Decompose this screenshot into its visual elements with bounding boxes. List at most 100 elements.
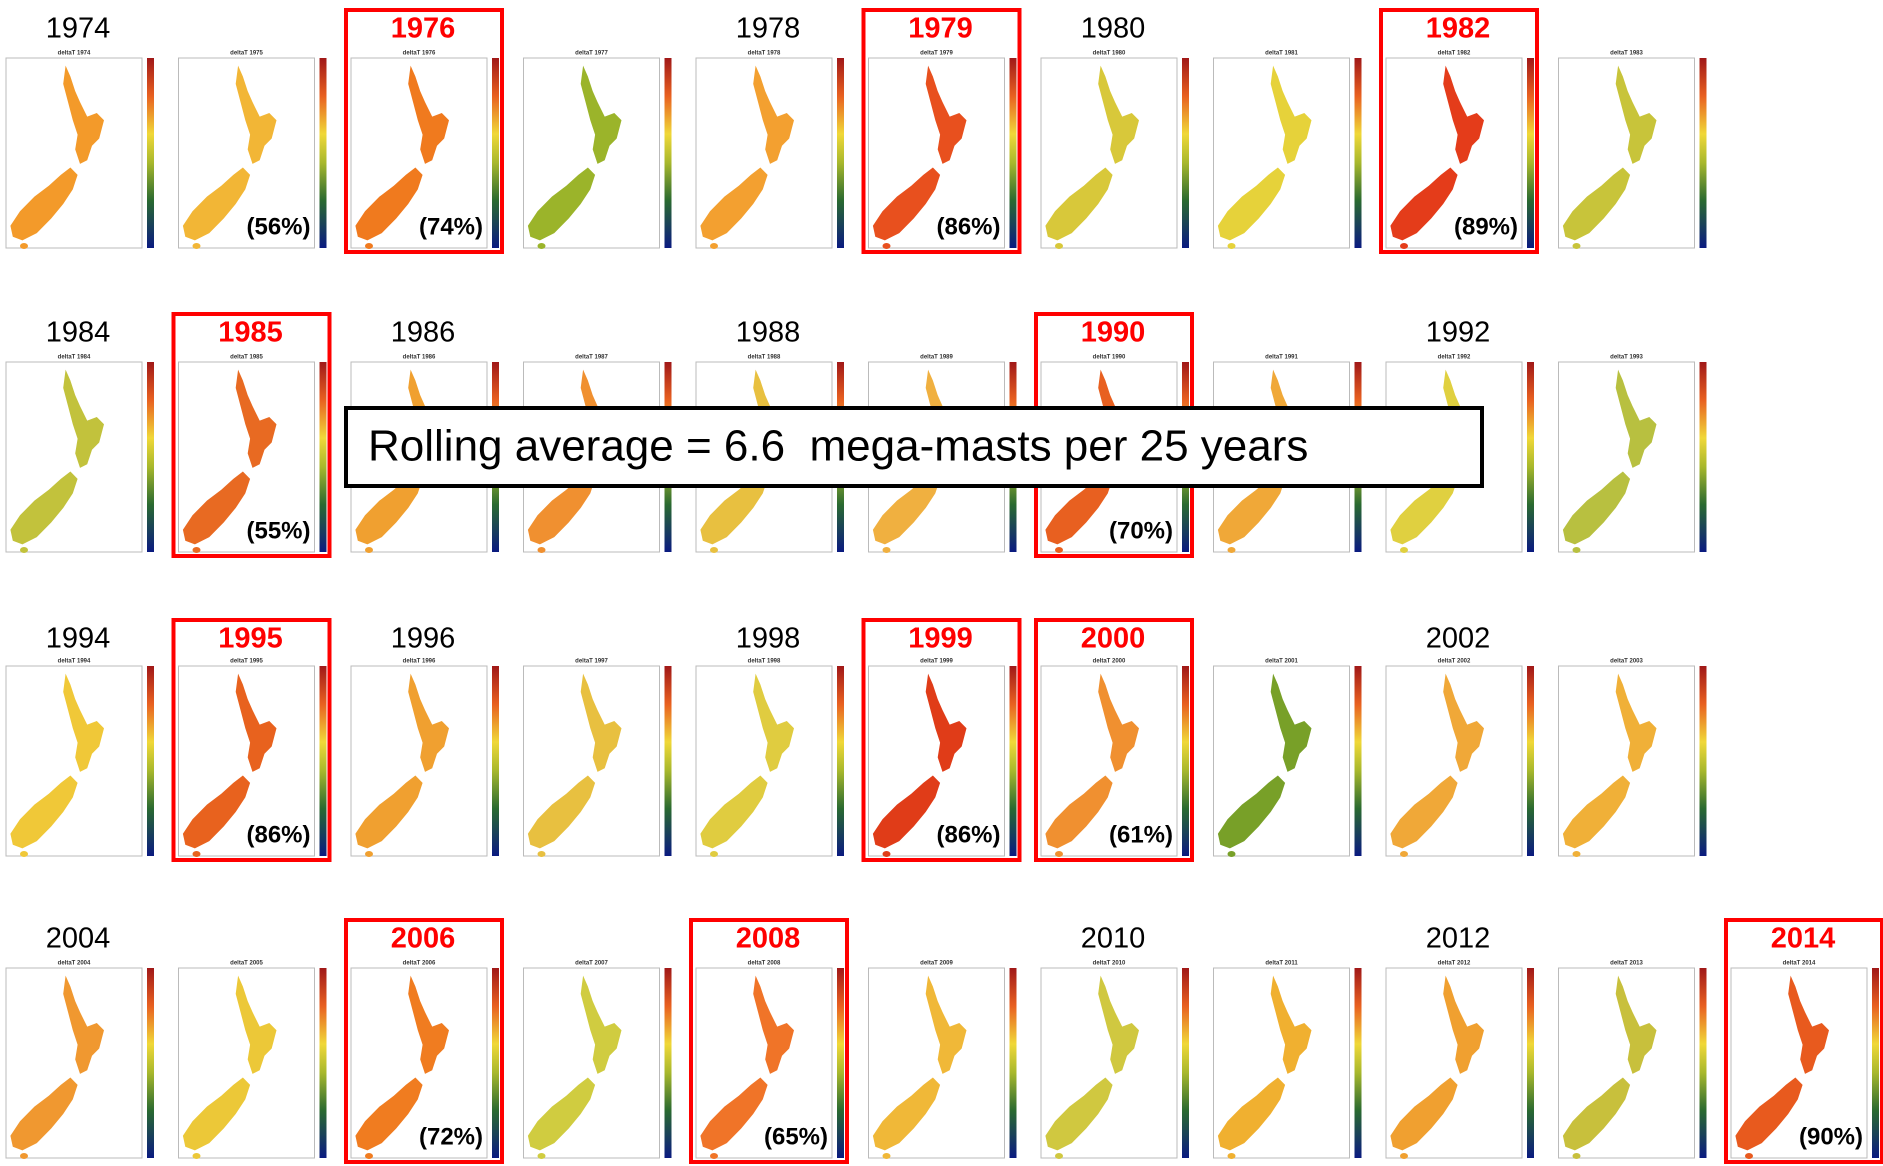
colorbar — [1527, 362, 1534, 552]
year-label: 1985 — [218, 317, 283, 349]
colorbar — [320, 58, 327, 248]
map-panel: deltaT 2001 — [1214, 659, 1362, 857]
map-panel: deltaT 1981 — [1214, 51, 1362, 249]
percent-label: (61%) — [1109, 821, 1173, 848]
map-panel: deltaT 2013 — [1559, 961, 1707, 1159]
colorbar — [147, 968, 154, 1158]
colorbar — [665, 58, 672, 248]
colorbar — [665, 968, 672, 1158]
map-island — [1228, 1153, 1236, 1159]
map-island — [20, 851, 28, 857]
map-panel: deltaT 1997 — [524, 659, 672, 857]
map-subtitle: deltaT 1999 — [920, 659, 953, 665]
year-label: 2004 — [46, 923, 111, 955]
year-label: 1999 — [908, 623, 973, 655]
map-subtitle: deltaT 1981 — [1265, 51, 1298, 57]
map-subtitle: deltaT 1975 — [230, 51, 263, 57]
colorbar — [147, 362, 154, 552]
map-subtitle: deltaT 2010 — [1093, 961, 1126, 967]
colorbar — [837, 968, 844, 1158]
percent-label: (55%) — [246, 517, 310, 544]
map-island — [1400, 1153, 1408, 1159]
colorbar — [1872, 968, 1879, 1158]
map-island — [538, 1153, 546, 1159]
map-subtitle: deltaT 2008 — [748, 961, 781, 967]
year-label: 2002 — [1426, 623, 1491, 655]
colorbar — [1355, 666, 1362, 856]
map-island — [20, 243, 28, 249]
colorbar — [1527, 58, 1534, 248]
map-subtitle: deltaT 1978 — [748, 51, 781, 57]
year-label: 1979 — [908, 13, 973, 45]
colorbar — [1355, 968, 1362, 1158]
map-island — [1228, 243, 1236, 249]
map-subtitle: deltaT 1984 — [58, 355, 91, 361]
map-panel: deltaT 19951995(86%) — [174, 620, 330, 860]
map-panel: deltaT 2008 2008 (65%) — [691, 920, 847, 1162]
map-subtitle: deltaT 1977 — [575, 51, 608, 57]
map-panel: deltaT 19791979(86%) — [864, 10, 1020, 252]
percent-label: (86%) — [246, 821, 310, 848]
percent-label: (90%) — [1799, 1123, 1863, 1150]
year-label: 1996 — [391, 623, 456, 655]
year-label: 1994 — [46, 623, 111, 655]
year-label: 1992 — [1426, 317, 1491, 349]
colorbar — [492, 58, 499, 248]
map-island — [1400, 243, 1408, 249]
map-island — [883, 1153, 891, 1159]
colorbar — [1700, 666, 1707, 856]
year-label: 2010 — [1081, 923, 1146, 955]
colorbar — [1182, 968, 1189, 1158]
colorbar — [837, 58, 844, 248]
map-subtitle: deltaT 1980 — [1093, 51, 1126, 57]
year-label: 2008 — [736, 923, 801, 955]
map-panel: deltaT 1978 1978 — [696, 13, 844, 249]
map-panel: deltaT 20002000(61%) — [1036, 620, 1192, 860]
map-subtitle: deltaT 2013 — [1610, 961, 1643, 967]
map-island — [365, 547, 373, 553]
map-panel: deltaT 19981998 — [696, 623, 844, 857]
percent-label: (74%) — [419, 213, 483, 240]
map-island — [1745, 1153, 1753, 1159]
percent-label: (70%) — [1109, 517, 1173, 544]
map-panel: deltaT 1977 — [524, 51, 672, 249]
percent-label: (72%) — [419, 1123, 483, 1150]
map-subtitle: deltaT 1996 — [403, 659, 436, 665]
map-subtitle: deltaT 1989 — [920, 355, 953, 361]
colorbar — [1182, 58, 1189, 248]
map-subtitle: deltaT 2001 — [1265, 659, 1298, 665]
map-panel: deltaT 20042004 — [6, 923, 154, 1159]
colorbar — [320, 362, 327, 552]
map-panel: deltaT 19761976(74%) — [346, 10, 502, 252]
figure: deltaT 19741974deltaT 1975(56%)deltaT 19… — [0, 0, 1883, 1166]
colorbar — [492, 666, 499, 856]
map-island — [1055, 243, 1063, 249]
map-subtitle: deltaT 1985 — [230, 355, 263, 361]
map-subtitle: deltaT 1974 — [58, 51, 91, 57]
map-island — [1228, 547, 1236, 553]
colorbar — [1010, 58, 1017, 248]
map-subtitle: deltaT 1993 — [1610, 355, 1643, 361]
map-subtitle: deltaT 1986 — [403, 355, 436, 361]
year-label: 2014 — [1771, 923, 1836, 955]
map-subtitle: deltaT 1979 — [920, 51, 953, 57]
map-panel: deltaT 1983 — [1559, 51, 1707, 249]
map-island — [193, 1153, 201, 1159]
map-subtitle: deltaT 1992 — [1438, 355, 1471, 361]
colorbar — [1182, 666, 1189, 856]
map-island — [710, 547, 718, 553]
percent-label: (65%) — [764, 1123, 828, 1150]
map-panel: deltaT 1975(56%) — [179, 51, 327, 249]
map-subtitle: deltaT 2014 — [1783, 961, 1816, 967]
map-panel: deltaT 19821982(89%) — [1381, 10, 1537, 252]
colorbar — [320, 666, 327, 856]
map-island — [710, 1153, 718, 1159]
colorbar — [1700, 58, 1707, 248]
map-subtitle: deltaT 1991 — [1265, 355, 1298, 361]
map-subtitle: deltaT 1994 — [58, 659, 91, 665]
map-panel: deltaT 2014 2014 (90%) — [1726, 920, 1882, 1162]
map-island — [193, 851, 201, 857]
year-label: 1978 — [736, 13, 801, 45]
overlay-text: Rolling average = 6.6 mega-masts per 25 … — [368, 422, 1308, 471]
